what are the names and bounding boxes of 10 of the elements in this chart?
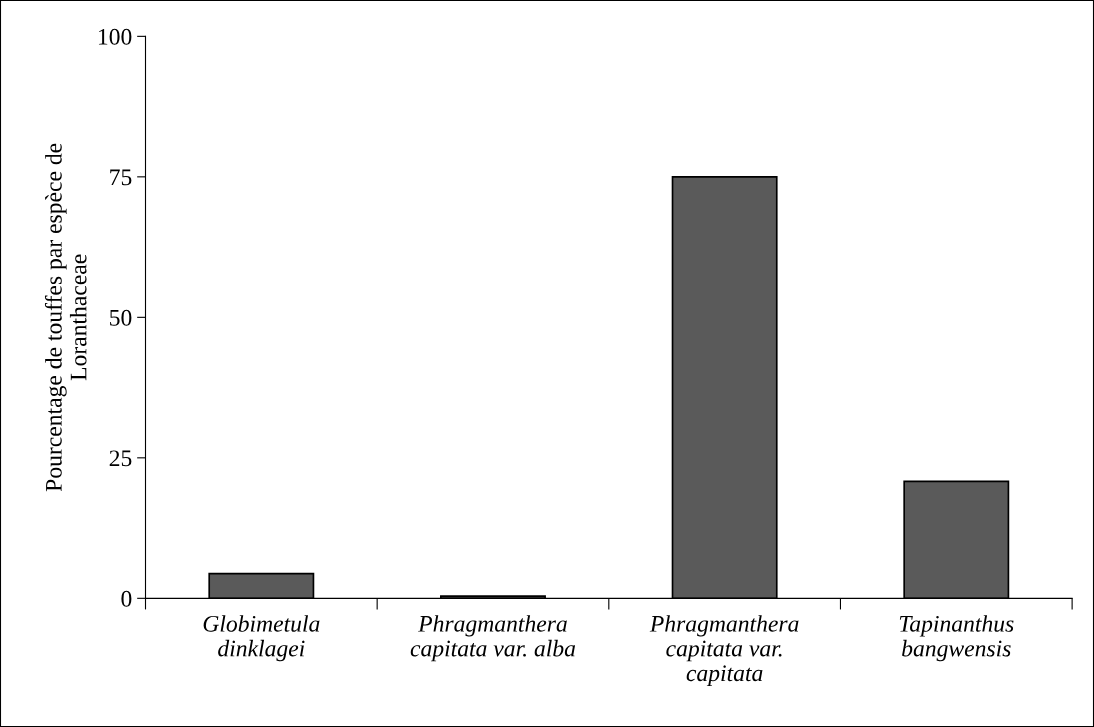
x-tick-label: Phragmanthera capitata var. alba [410, 615, 576, 662]
y-tick-label: 0 [121, 590, 132, 607]
x-tick-label: Globimetula dinklagei [203, 615, 320, 662]
y-tick-label: 75 [110, 169, 132, 186]
y-tick-label: 50 [110, 309, 132, 326]
y-tick-label: 100 [98, 28, 132, 45]
x-tick-label: Tapinanthus bangwensis [899, 615, 1014, 662]
x-tick-label: Phragmanthera capitata var. capitata [649, 615, 799, 686]
y-tick-label: 25 [109, 450, 132, 467]
y-axis-title: Pourcentage de touffes par espèce de Loranthaceae [44, 143, 87, 492]
